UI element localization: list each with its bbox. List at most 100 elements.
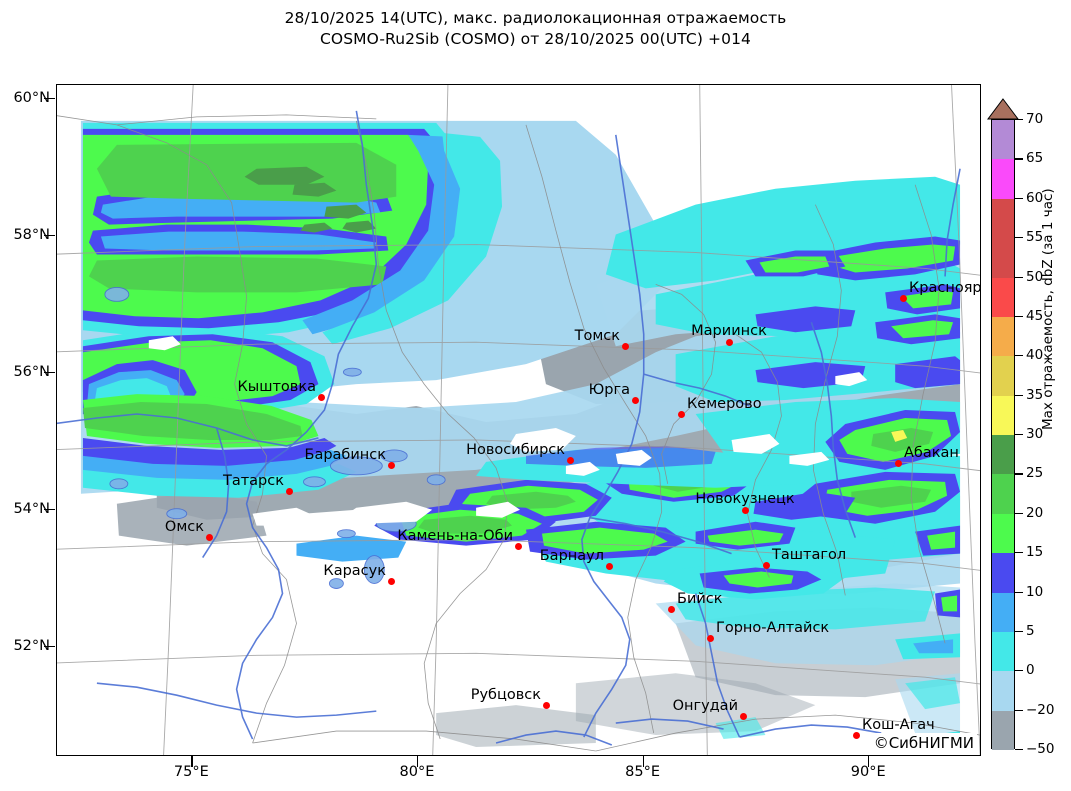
city-dot-icon: [899, 294, 907, 302]
city-dot-icon: [725, 338, 733, 346]
city-label: Рубцовск: [470, 687, 541, 703]
colorbar-tick-label: 45: [1026, 307, 1044, 324]
colorbar-band: [992, 435, 1014, 475]
colorbar-overflow-arrow: [987, 98, 1019, 120]
colorbar-tick-mark: [1015, 591, 1023, 593]
city-label: Барабинск: [304, 447, 387, 463]
colorbar-tick-label: −20: [1026, 701, 1055, 718]
city-label: Новосибирск: [466, 442, 565, 458]
y-axis-tick-label: 58°N: [13, 226, 50, 243]
colorbar-tick-label: 55: [1026, 229, 1044, 246]
city-label: Новокузнецк: [695, 491, 795, 507]
colorbar-tick-label: 65: [1026, 150, 1044, 167]
rivers: [57, 110, 961, 746]
colorbar-tick-label: 25: [1026, 465, 1044, 482]
colorbar-band: [992, 592, 1014, 632]
y-axis-tick-label: 60°N: [13, 89, 50, 106]
colorbar-tick-mark: [1015, 552, 1023, 554]
colorbar-tick-label: 40: [1026, 347, 1044, 364]
colorbar-tick-mark: [1015, 473, 1023, 475]
city-dot-icon: [631, 396, 639, 404]
y-axis-tick-mark: [44, 372, 55, 374]
city-dot-icon: [542, 701, 550, 709]
city-dot-icon: [762, 561, 770, 569]
title-line-2: COSMO-Ru2Sib (COSMO) от 28/10/2025 00(UT…: [319, 30, 752, 48]
city-dot-icon: [566, 456, 574, 464]
colorbar-title: Max отражаемость, dbZ (за 1 час): [1040, 188, 1056, 430]
city-label: Томск: [574, 328, 620, 344]
colorbar-tick-mark: [1015, 237, 1023, 239]
colorbar-tick-mark: [1015, 197, 1023, 199]
colorbar-tick-mark: [1015, 276, 1023, 278]
y-axis-tick-mark: [44, 509, 55, 511]
city-label: Барнаул: [539, 548, 604, 564]
city-label: Мариинск: [691, 323, 767, 339]
colorbar-tick-label: −50: [1026, 741, 1055, 757]
city-dot-icon: [387, 577, 395, 585]
city-dot-icon: [514, 542, 522, 550]
colorbar-tick-label: 50: [1026, 268, 1044, 285]
colorbar-band: [992, 671, 1014, 711]
y-axis-tick-mark: [44, 97, 55, 99]
city-label: Карасук: [323, 563, 386, 579]
colorbar-tick-mark: [1015, 670, 1023, 672]
x-axis-tick-mark: [416, 756, 419, 767]
radar-map-plot[interactable]: Кыштовка Татарск Барабинск Омск Карасук Камен…: [56, 84, 981, 756]
y-axis-tick-label: 52°N: [13, 638, 50, 655]
x-axis-tick-mark: [642, 756, 644, 767]
precip-cells-east: [296, 236, 961, 660]
colorbar-tick-mark: [1015, 119, 1023, 121]
colorbar-band: [992, 474, 1014, 514]
y-axis-tick-label: 56°N: [13, 364, 50, 380]
city-label: Онгудай: [672, 698, 738, 714]
colorbar-band: [992, 198, 1014, 239]
city-label: Абакан: [904, 445, 959, 461]
city-dot-icon: [205, 533, 213, 541]
city-dot-icon: [605, 562, 613, 570]
colorbar-band: [992, 553, 1014, 593]
city-dot-icon: [706, 634, 714, 642]
city-label: Таштагол: [772, 547, 847, 563]
colorbar-band: [992, 159, 1014, 199]
y-axis-tick-mark: [44, 234, 55, 237]
colorbar-tick-mark: [1015, 355, 1023, 357]
colorbar-tick-mark: [1015, 394, 1023, 396]
colorbar-tick-label: 30: [1026, 426, 1044, 442]
x-axis-tick-mark: [191, 756, 193, 767]
colorbar-band: [992, 513, 1014, 554]
y-axis-tick-mark: [44, 646, 55, 648]
colorbar-tick-label: 70: [1026, 111, 1044, 127]
city-label: Кош-Агач: [862, 717, 935, 733]
colorbar-band: [992, 238, 1014, 278]
colorbar-band: [992, 356, 1014, 396]
x-axis-tick-mark: [868, 756, 870, 767]
page-title: 28/10/2025 14(UTC), макс. радиолокационн…: [0, 8, 1071, 50]
x-axis-tick-label: 75°E: [173, 764, 209, 780]
colorbar[interactable]: [991, 119, 1015, 750]
city-dot-icon: [894, 459, 902, 467]
city-dot-icon: [739, 712, 747, 720]
city-label: Кыштовка: [237, 379, 316, 395]
title-line-1: 28/10/2025 14(UTC), макс. радиолокационн…: [284, 9, 787, 27]
colorbar-tick-label: 60: [1026, 189, 1044, 206]
city-dot-icon: [852, 731, 860, 739]
colorbar-tick-label: 10: [1026, 583, 1044, 600]
city-dot-icon: [677, 410, 685, 418]
y-axis-tick-label: 54°N: [13, 501, 50, 518]
colorbar-tick-label: 35: [1026, 386, 1044, 403]
city-dot-icon: [387, 461, 395, 469]
admin-borders: [57, 114, 980, 752]
city-dot-icon: [667, 605, 675, 613]
colorbar-band: [992, 631, 1014, 672]
colorbar-tick-label: 0: [1026, 662, 1035, 679]
colorbar-tick-mark: [1015, 158, 1023, 160]
colorbar-tick-mark: [1015, 434, 1023, 436]
radar-map-canvas: [57, 85, 980, 755]
colorbar-tick-mark: [1015, 512, 1023, 514]
colorbar-band: [992, 316, 1014, 357]
lakes: [104, 286, 446, 589]
clear-patches: [148, 336, 868, 526]
colorbar-tick-label: 20: [1026, 504, 1044, 521]
colorbar-tick-mark: [1015, 315, 1023, 318]
colorbar-tick-label: 5: [1026, 622, 1035, 639]
